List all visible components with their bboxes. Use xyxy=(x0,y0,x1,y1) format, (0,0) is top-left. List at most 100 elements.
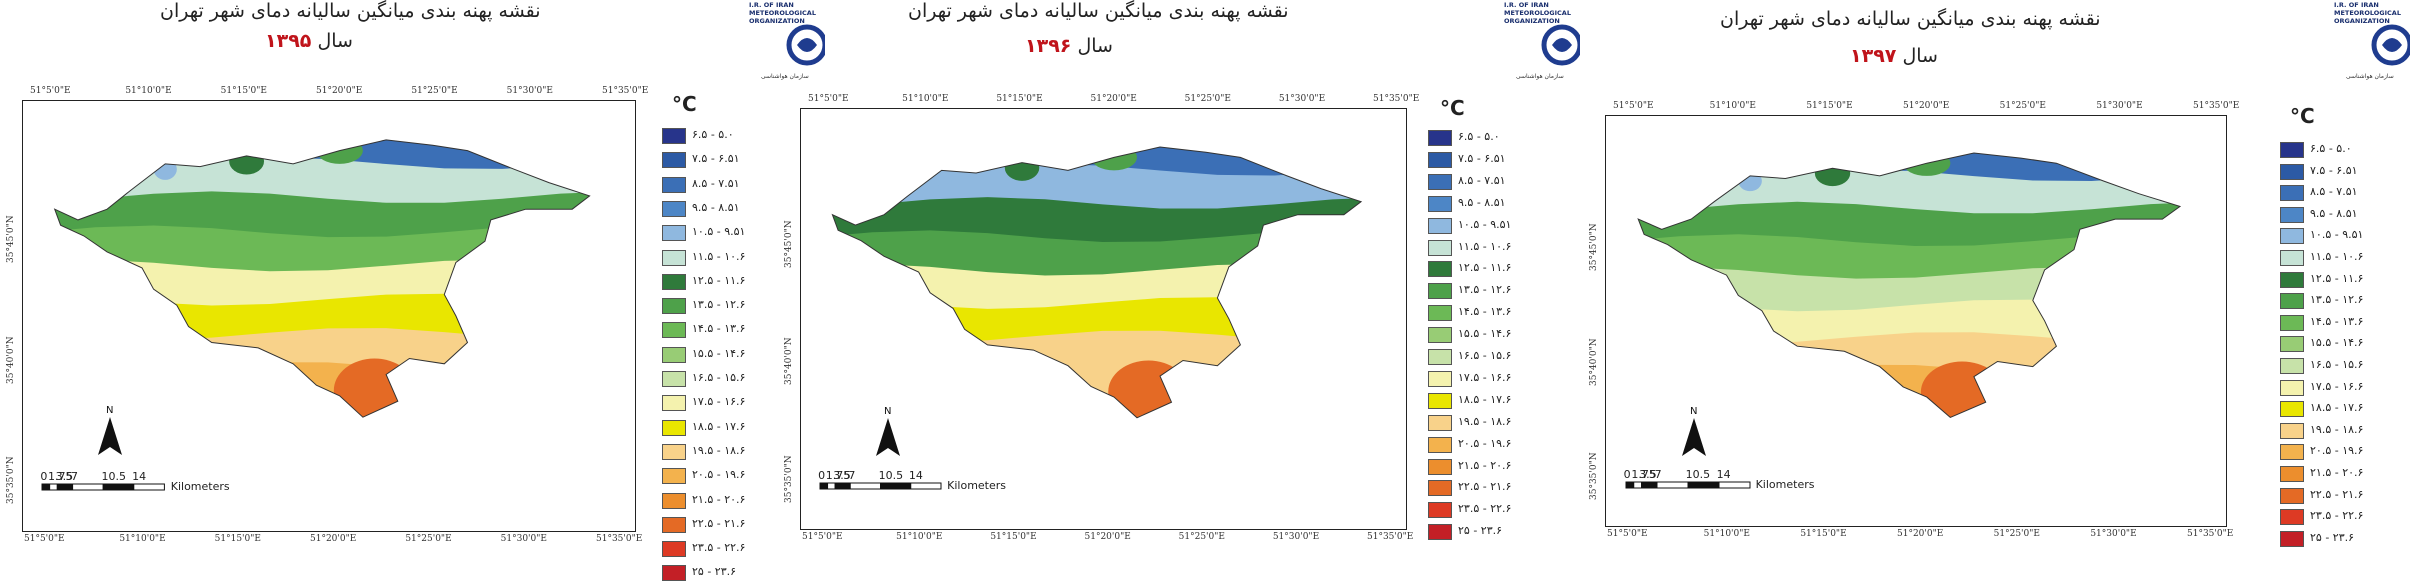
warm-hotspot xyxy=(1920,361,2004,418)
north-label: N xyxy=(106,405,113,416)
year-label: سال xyxy=(317,30,353,52)
top-tick-label: 51°30'0"E xyxy=(1278,94,1326,104)
legend-label: ۱۵.۶ - ۱۶.۵ xyxy=(1458,349,1512,362)
bottom-tick-label: 51°5'0"E xyxy=(1607,529,1648,539)
legend-label: ۶.۵۱ - ۷.۵ xyxy=(2310,163,2358,177)
legend-label: ۱۳.۶ - ۱۴.۵ xyxy=(692,322,746,336)
year-number: ۱۳۹۶ xyxy=(1025,35,1072,57)
city-boundary xyxy=(831,146,1363,419)
top-tick-label: 51°20'0"E xyxy=(1903,101,1950,111)
legend-label: ۱۸.۶ - ۱۹.۵ xyxy=(2310,422,2364,436)
map-title: نقشه پهنه بندی میانگین سالیانه دمای شهر … xyxy=(908,0,1289,22)
bottom-tick-label: 51°15'0"E xyxy=(1800,529,1847,539)
legend-label: ۱۶.۶ - ۱۷.۵ xyxy=(1458,370,1512,384)
legend-label: ۱۷.۶ - ۱۸.۵ xyxy=(1458,392,1512,406)
legend-label: ۹.۵۱ - ۱۰.۵ xyxy=(2310,228,2364,242)
legend-label: ۲۲.۶ - ۲۳.۵ xyxy=(692,541,746,555)
year-number: ۱۳۹۵ xyxy=(265,30,312,52)
scale-segment xyxy=(1640,481,1658,489)
scale-number: 14 xyxy=(1716,467,1731,481)
legend-swatch xyxy=(1428,173,1452,190)
legend-label: ۵.۰ - ۶.۵ xyxy=(1458,130,1500,143)
legend-swatch xyxy=(1428,480,1452,497)
north-arrow-shape xyxy=(98,417,123,455)
bottom-tick-label: 51°5'0"E xyxy=(24,534,65,544)
top-tick-label: 51°5'0"E xyxy=(1613,101,1654,111)
map-year: سال ۱۳۹۵ xyxy=(265,30,353,52)
top-tick-label: 51°15'0"E xyxy=(1806,101,1853,111)
legend-swatch xyxy=(662,443,686,460)
north-arrow-shape xyxy=(1682,418,1707,456)
legend-swatch xyxy=(1428,524,1452,541)
legend-swatch xyxy=(662,371,686,387)
bottom-tick-label: 51°35'0"E xyxy=(596,534,643,544)
legend-swatch xyxy=(662,419,686,436)
legend-swatch xyxy=(662,200,686,217)
logo-text: ORGANIZATION xyxy=(1504,17,1560,25)
top-tick-label: 51°30'0"E xyxy=(506,86,553,96)
logo-subtext: سازمان هواشناسی xyxy=(2346,73,2394,80)
scale-number: 10.5 xyxy=(878,469,904,483)
legend-swatch xyxy=(662,468,686,485)
bottom-tick-label: 51°30'0"E xyxy=(500,534,547,544)
legend-label: ۱۰.۶ - ۱۱.۵ xyxy=(692,249,746,263)
logo-text: I.R. OF IRAN xyxy=(1504,1,1549,9)
scale-bar xyxy=(819,482,942,490)
legend-label: ۱۹.۶ - ۲۰.۵ xyxy=(2310,444,2364,458)
bottom-tick-label: 51°25'0"E xyxy=(1178,532,1225,542)
top-tick-label: 51°15'0"E xyxy=(996,94,1043,104)
scale-number: 10.5 xyxy=(101,469,127,483)
legend-label: ۸.۵۱ - ۹.۵ xyxy=(692,200,740,214)
scale-unit: Kilometers xyxy=(170,479,230,493)
legend-swatch xyxy=(1428,436,1452,453)
legend-label: ۶.۵۱ - ۷.۵ xyxy=(1458,151,1506,165)
legend-swatch xyxy=(2280,163,2304,180)
legend-swatch xyxy=(1428,261,1452,278)
north-arrow: N xyxy=(1679,402,1709,466)
scale-number: 7 xyxy=(848,469,856,483)
bottom-tick-label: 51°25'0"E xyxy=(1993,529,2040,539)
legend-label: ۱۳.۶ - ۱۴.۵ xyxy=(1458,305,1512,319)
legend-swatch xyxy=(2280,271,2304,288)
legend-swatch xyxy=(1428,392,1452,409)
legend-label: ۲۳.۶ - ۲۵ xyxy=(2310,530,2355,544)
top-tick-label: 51°10'0"E xyxy=(902,94,949,104)
map-year: سال ۱۳۹۶ xyxy=(1025,35,1113,57)
map-zones xyxy=(1638,153,2180,418)
legend-label: ۱۶.۶ - ۱۷.۵ xyxy=(2310,379,2364,393)
legend-swatch xyxy=(662,492,686,509)
logo-drop xyxy=(2382,38,2402,52)
legend-swatch xyxy=(1428,217,1452,234)
legend-swatch xyxy=(1428,283,1452,300)
legend-label: ۲۱.۶ - ۲۲.۵ xyxy=(1458,480,1512,494)
temperature-map xyxy=(831,146,1363,419)
legend-swatch xyxy=(662,395,686,412)
legend-label: ۱۰.۶ - ۱۱.۵ xyxy=(1458,239,1512,253)
scale-segment xyxy=(1687,481,1720,489)
scale-bar xyxy=(41,483,166,491)
scale-number: 7 xyxy=(1654,467,1662,481)
bottom-tick-label: 51°20'0"E xyxy=(1897,529,1944,539)
legend-label: ۸.۵۱ - ۹.۵ xyxy=(1458,195,1506,209)
legend-unit: °C xyxy=(672,92,697,116)
scale-unit: Kilometers xyxy=(947,479,1007,493)
scale-bar xyxy=(1625,481,1751,489)
legend-label: ۱۹.۶ - ۲۰.۵ xyxy=(1458,436,1512,450)
legend-label: ۱۶.۶ - ۱۷.۵ xyxy=(692,395,746,409)
legend-label: ۱۲.۶ - ۱۳.۵ xyxy=(692,298,746,312)
logo-text: I.R. OF IRAN xyxy=(2334,1,2379,9)
left-tick-label: 35°45'0"N xyxy=(1589,223,1599,271)
legend-swatch xyxy=(662,322,686,339)
org-logo: I.R. OF IRAN METEOROLOGICAL ORGANIZATION سا… xyxy=(1500,0,1583,94)
scale-number: 3.5 xyxy=(55,469,74,483)
legend-swatch xyxy=(2280,336,2304,353)
scale-number: 7 xyxy=(70,469,78,483)
legend-label: ۱۳.۶ - ۱۴.۵ xyxy=(2310,314,2364,328)
legend-label: ۱۸.۶ - ۱۹.۵ xyxy=(1458,414,1512,428)
legend-label: ۱۰.۶ - ۱۱.۵ xyxy=(2310,250,2364,263)
top-tick-label: 51°25'0"E xyxy=(411,86,458,96)
scale-number: 1.75 xyxy=(48,469,73,483)
year-label: سال xyxy=(1077,35,1113,57)
